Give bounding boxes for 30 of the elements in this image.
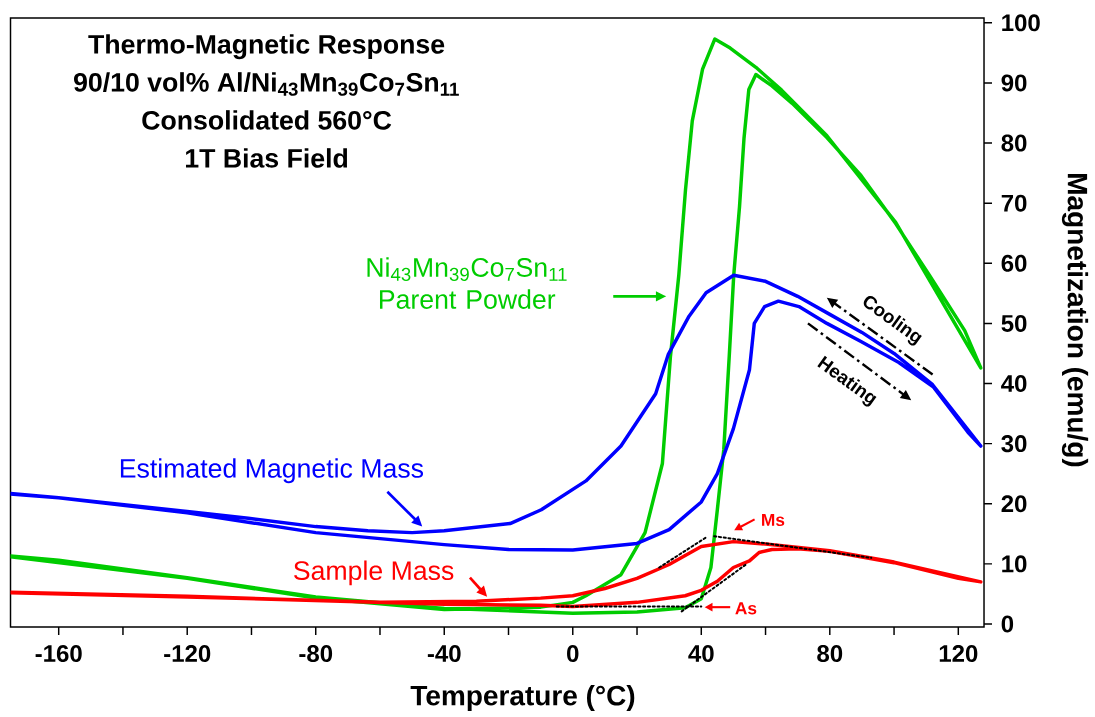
y-tick-label: 50 — [1001, 314, 1027, 332]
text: Thermo-Magnetic Response — [88, 34, 445, 60]
y-tick-label: 0 — [1001, 615, 1014, 633]
x-tick-label: -40 — [427, 645, 461, 663]
text: 90/10 vol% Al/Ni$_{43}$Mn$_{39}$Co$_{7}$Sn$_{11}$ — [74, 72, 459, 96]
x-axis-title: Temperature (°C) — [410, 684, 635, 712]
x-tick-label: -80 — [299, 645, 333, 663]
y-tick-label: 30 — [1001, 435, 1027, 453]
annotation: 1T Bias Field — [186, 148, 348, 168]
y-axis-title: Magnetization (emu/g) — [1061, 174, 1089, 467]
y-tick-label: 70 — [1001, 194, 1027, 212]
y-tick-label: 90 — [1001, 74, 1027, 92]
y-tick-label: 40 — [1001, 375, 1027, 393]
y-tick-label: 60 — [1001, 254, 1027, 272]
x-tick-label: 120 — [939, 645, 978, 663]
x-tick-label: -160 — [35, 645, 82, 663]
x-tick-label: -120 — [164, 645, 211, 663]
series-label: Estimated Magnetic Mass — [120, 458, 424, 484]
x-tick-label: 0 — [567, 645, 579, 663]
legend-label: Sample Mass — [294, 560, 454, 586]
annotation: Consolidated 560°C — [142, 110, 392, 130]
text: Ni$_{43}$Mn$_{39}$Co$_{7}$Sn$_{11}$ Parent Powder — [367, 257, 567, 309]
x-tick-label: 40 — [688, 645, 714, 663]
y-tick-label: 100 — [1002, 14, 1040, 32]
y-tick-label: 80 — [1001, 134, 1027, 152]
y-tick-label: 10 — [1002, 555, 1027, 573]
annotation: As — [735, 602, 757, 615]
x-tick-label: 80 — [817, 645, 843, 663]
y-tick-label: 20 — [1001, 495, 1027, 513]
annotation: Ms — [762, 513, 785, 527]
